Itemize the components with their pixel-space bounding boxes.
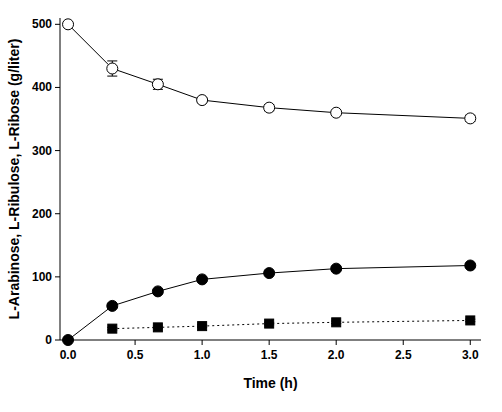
marker <box>197 95 208 106</box>
y-tick <box>55 150 60 151</box>
y-tick-label: 200 <box>32 207 52 221</box>
error-cap <box>107 76 117 77</box>
series-line <box>112 320 470 328</box>
marker <box>197 274 208 285</box>
error-bar <box>153 79 163 89</box>
y-tick <box>55 276 60 277</box>
marker <box>332 318 341 327</box>
y-tick-label: 0 <box>45 333 52 347</box>
x-tick <box>403 340 404 345</box>
x-tick <box>135 340 136 345</box>
marker <box>152 286 163 297</box>
x-axis-label: Time (h) <box>243 375 297 391</box>
marker <box>107 63 118 74</box>
marker <box>466 316 475 325</box>
marker <box>108 324 117 333</box>
marker <box>63 19 74 30</box>
x-tick-label: 1.5 <box>261 348 278 362</box>
y-tick <box>55 87 60 88</box>
x-tick <box>202 340 203 345</box>
marker <box>264 268 275 279</box>
y-tick-label: 400 <box>32 80 52 94</box>
y-axis-label: L-Arabinose, L-Ribulose, L-Ribose (g/lit… <box>6 39 22 320</box>
y-tick <box>55 340 60 341</box>
marker <box>331 107 342 118</box>
x-axis <box>60 340 481 341</box>
y-tick <box>55 24 60 25</box>
marker <box>264 102 275 113</box>
marker <box>465 260 476 271</box>
marker <box>265 319 274 328</box>
marker <box>153 323 162 332</box>
marker <box>107 300 118 311</box>
x-tick-label: 0.0 <box>60 348 77 362</box>
chart: 0.0 0.5 1.0 1.5 2.0 2.5 3.0 0 100 200 300 400 500 Tim… <box>0 0 502 412</box>
series-line <box>68 24 470 118</box>
y-tick-label: 500 <box>32 17 52 31</box>
marker <box>465 113 476 124</box>
x-tick <box>470 340 471 345</box>
x-tick-label: 1.0 <box>194 348 211 362</box>
x-tick <box>269 340 270 345</box>
marker <box>331 263 342 274</box>
x-tick-label: 2.5 <box>395 348 412 362</box>
y-tick <box>55 213 60 214</box>
x-tick <box>336 340 337 345</box>
marker <box>198 322 207 331</box>
x-tick-label: 0.5 <box>127 348 144 362</box>
y-tick-label: 300 <box>32 144 52 158</box>
y-axis <box>60 18 61 340</box>
plot-area <box>63 19 476 346</box>
y-tick-label: 100 <box>32 270 52 284</box>
marker <box>63 335 74 346</box>
series-line <box>68 266 470 341</box>
error-bar <box>107 61 117 76</box>
x-tick-label: 2.0 <box>328 348 345 362</box>
marker <box>152 79 163 90</box>
error-cap <box>107 60 117 61</box>
x-tick-label: 3.0 <box>462 348 479 362</box>
